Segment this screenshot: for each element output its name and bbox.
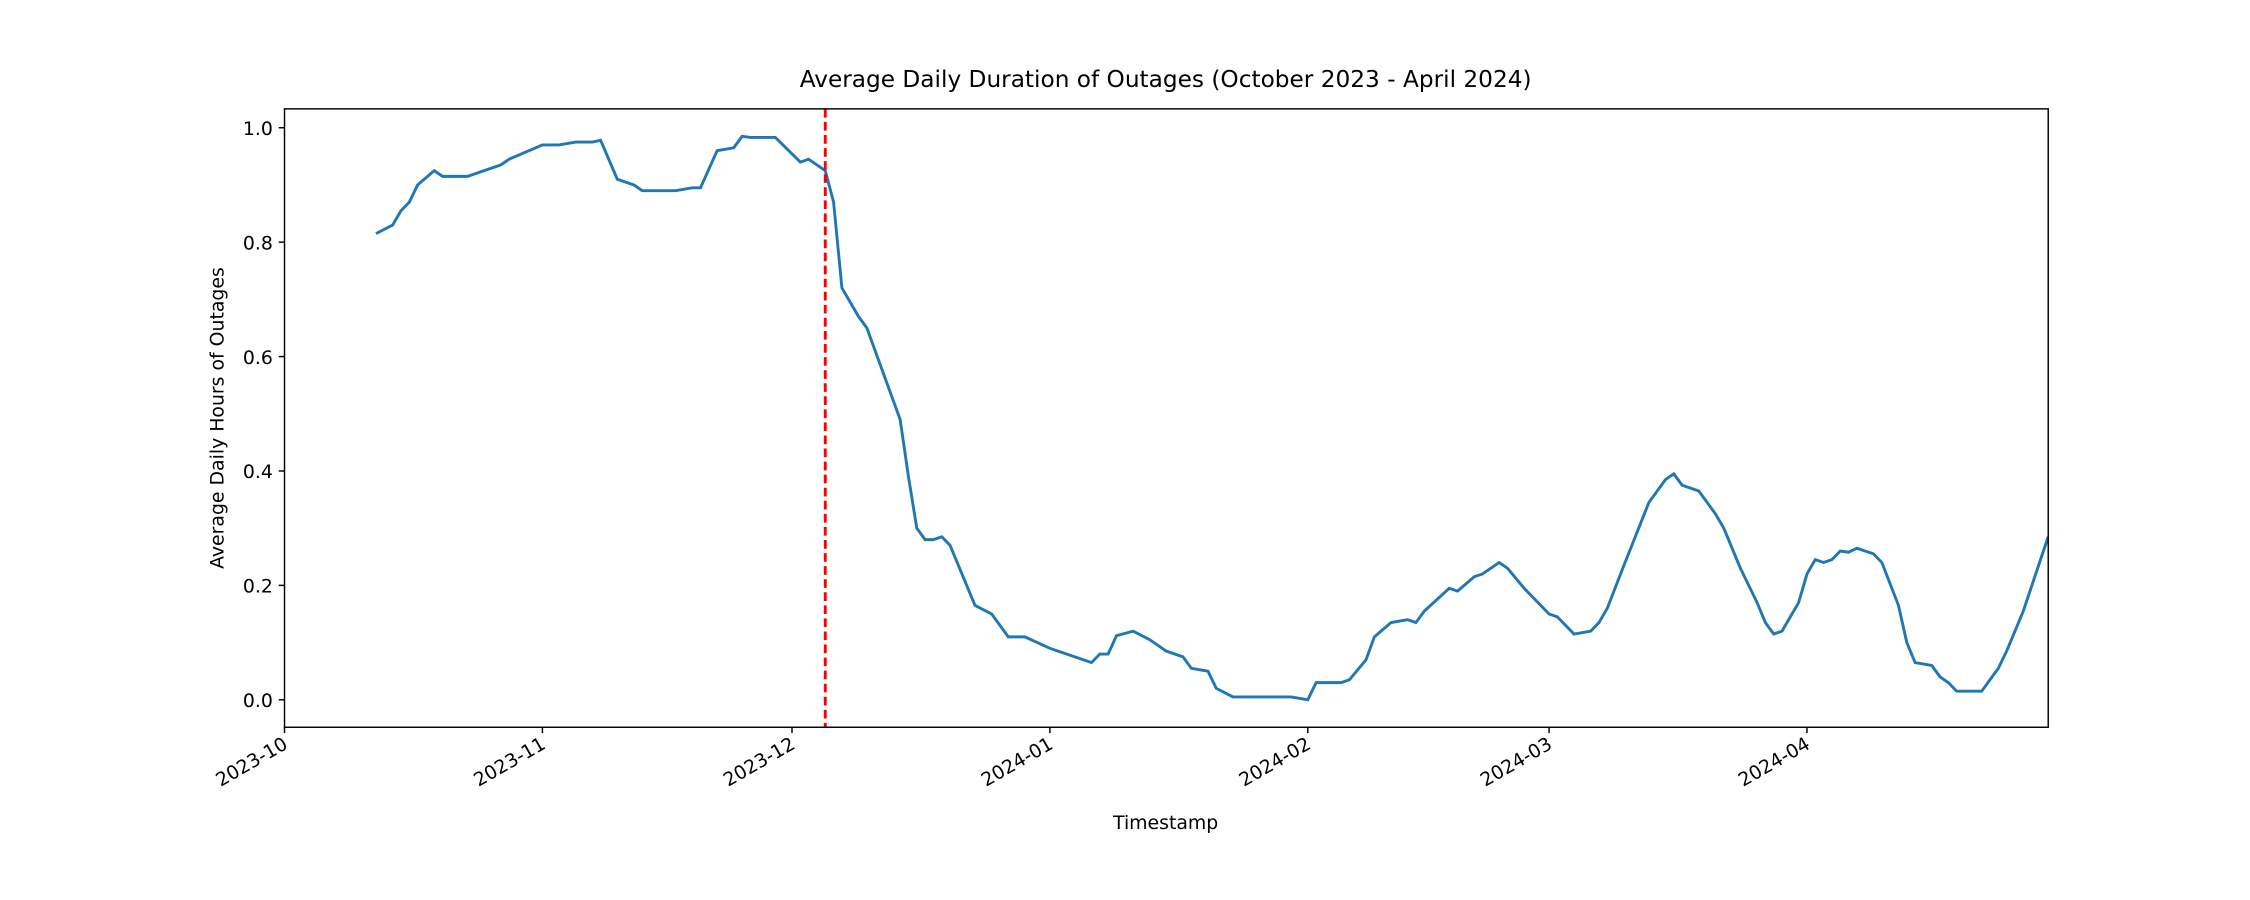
x-tick-label: 2024-02 bbox=[1235, 733, 1314, 791]
x-tick-label: 2024-03 bbox=[1477, 733, 1556, 791]
x-tick-label: 2024-01 bbox=[978, 733, 1057, 791]
plot-frame bbox=[283, 108, 2049, 728]
x-tick-label: 2023-12 bbox=[720, 733, 799, 791]
x-axis-label: Timestamp bbox=[1112, 812, 1218, 834]
x-tick-label: 2023-11 bbox=[470, 733, 549, 791]
y-axis-label: Average Daily Hours of Outages bbox=[207, 267, 229, 569]
x-tick-label: 2023-10 bbox=[212, 733, 291, 791]
y-tick-label: 0.6 bbox=[243, 347, 273, 369]
y-tick-label: 0.2 bbox=[243, 576, 273, 598]
data-line bbox=[375, 134, 2049, 702]
y-tick-label: 0.0 bbox=[243, 690, 273, 712]
y-tick-label: 1.0 bbox=[243, 118, 273, 140]
y-tick-label: 0.4 bbox=[243, 461, 273, 483]
x-tick-label: 2024-04 bbox=[1735, 733, 1814, 791]
y-tick-label: 0.8 bbox=[243, 232, 273, 254]
chart-title: Average Daily Duration of Outages (Octob… bbox=[800, 66, 1532, 93]
